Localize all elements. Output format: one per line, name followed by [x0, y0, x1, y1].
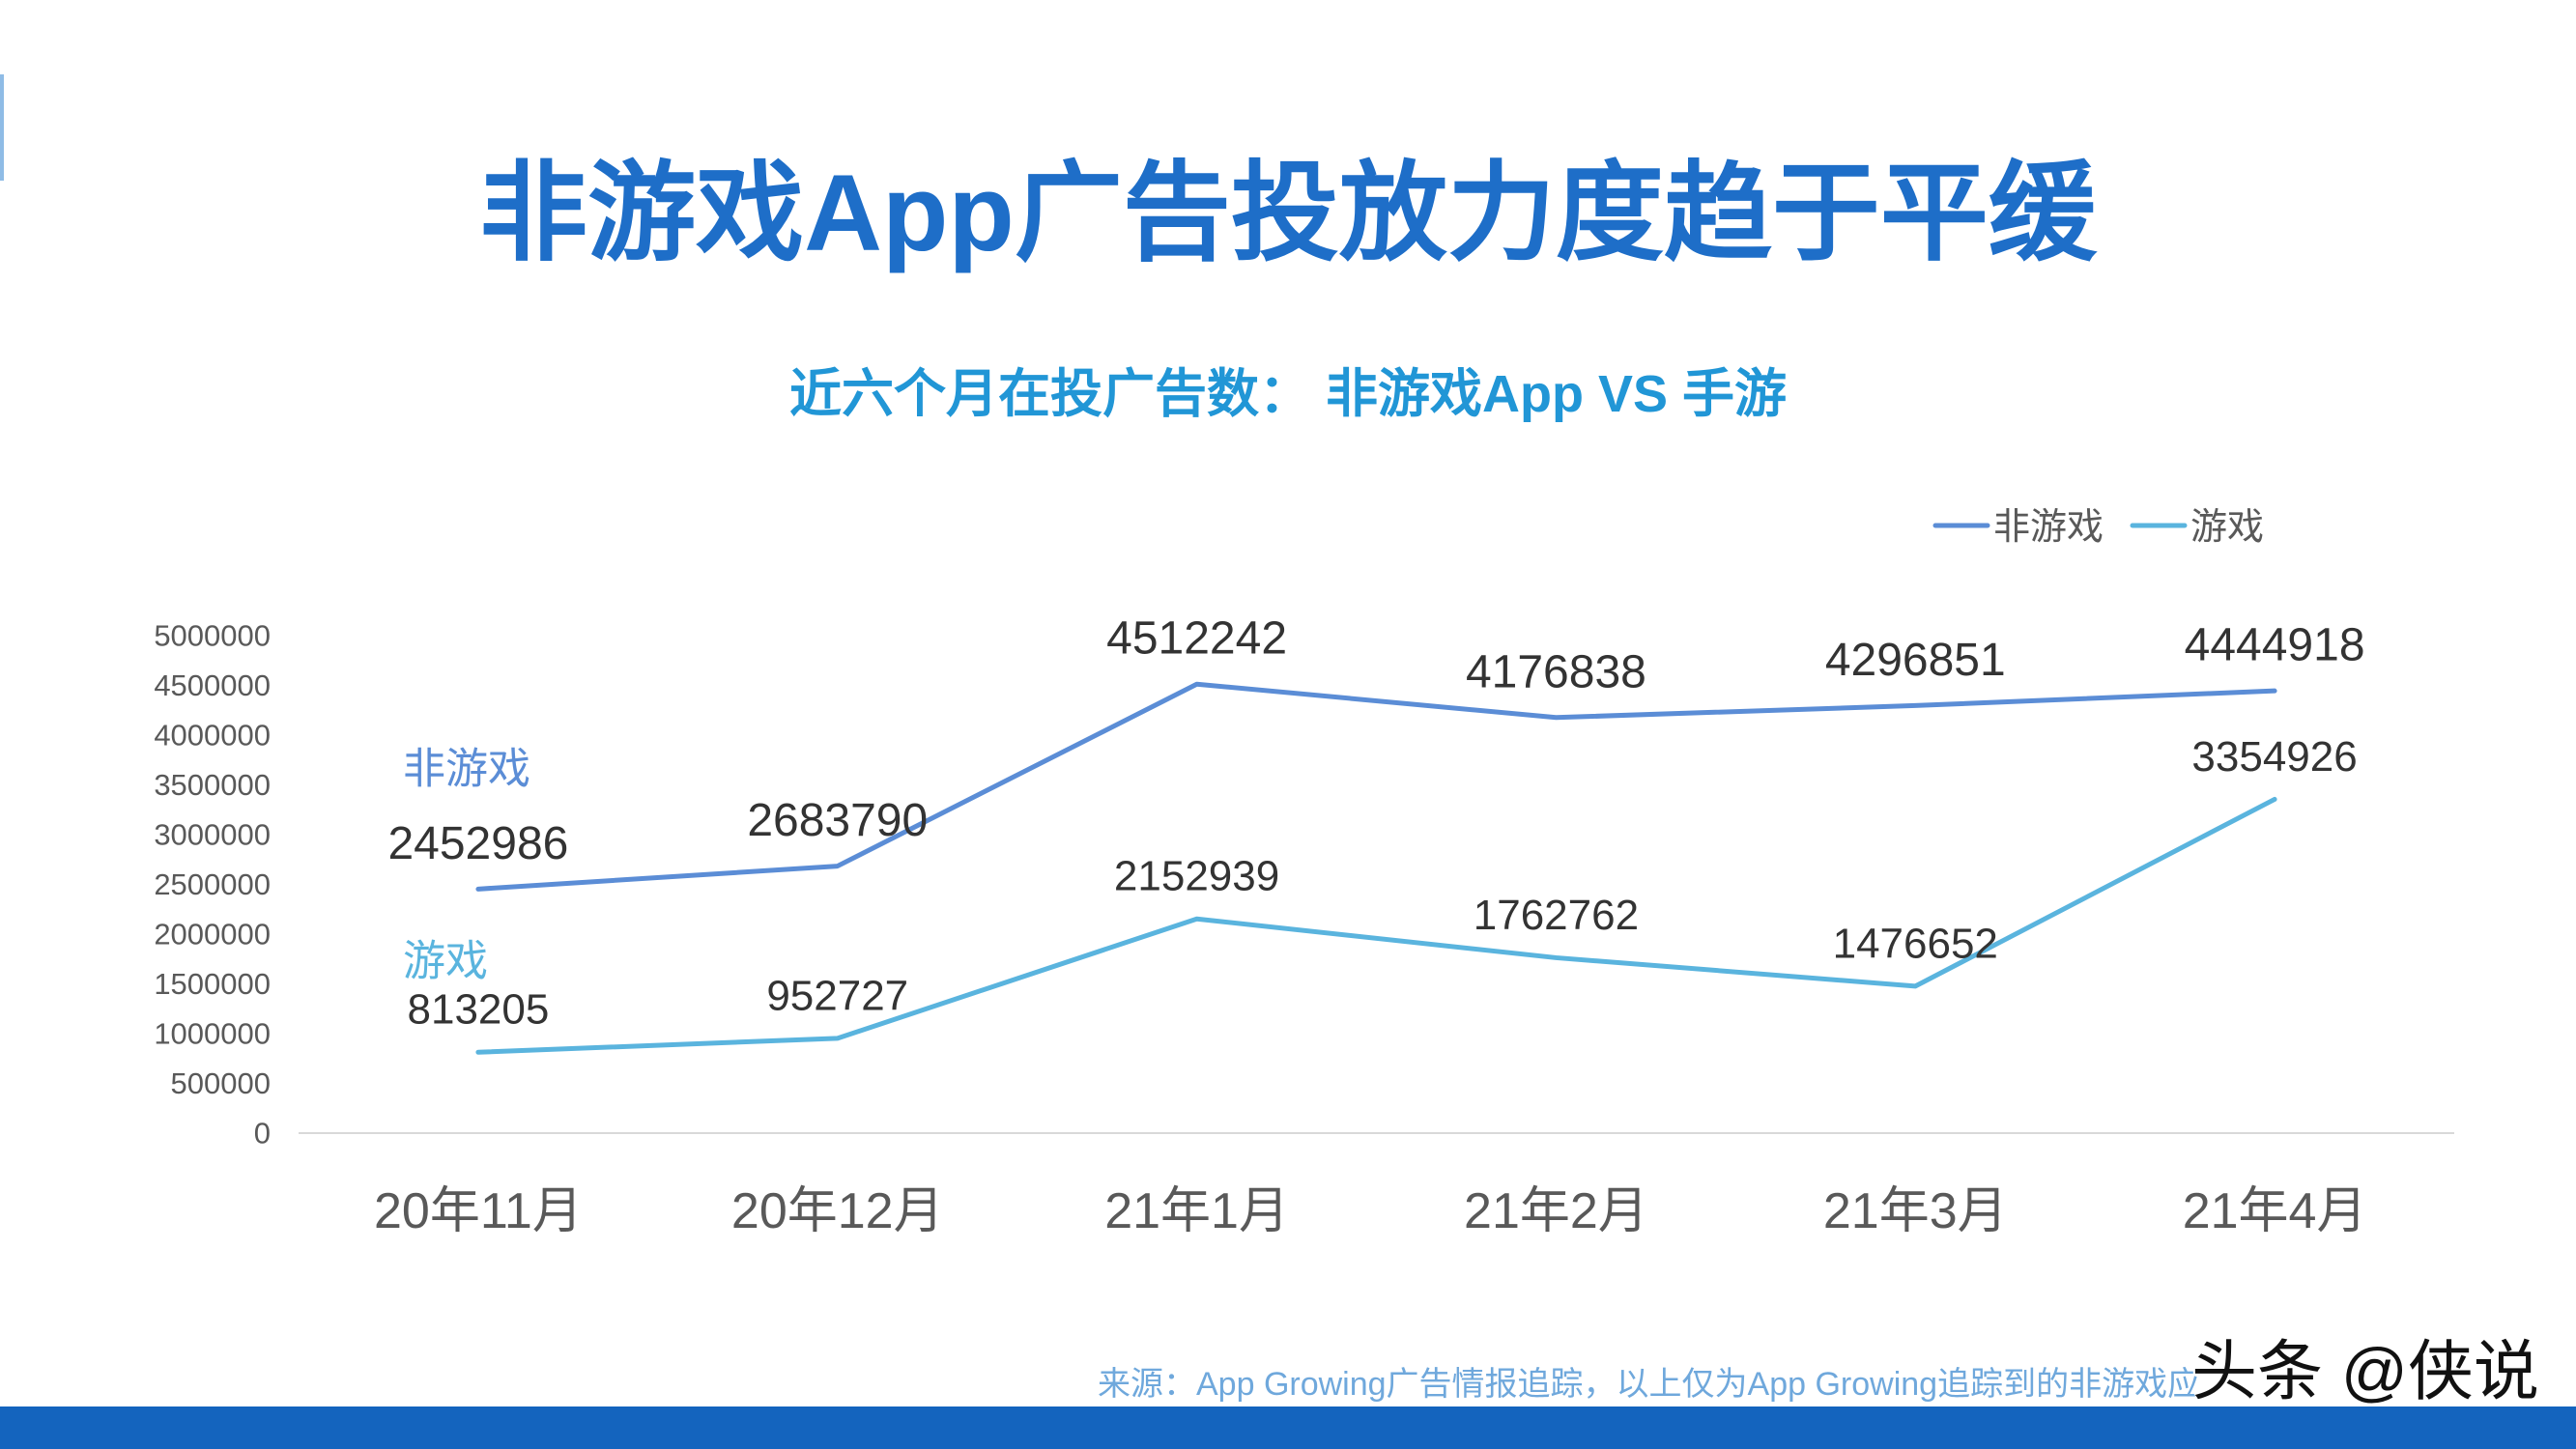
footer-bar: [0, 1406, 2576, 1449]
y-tick-label: 3000000: [154, 818, 271, 852]
data-label: 1476652: [1833, 920, 1998, 967]
x-tick-label: 21年3月: [1823, 1183, 2008, 1239]
x-axis-ticks: 20年11月 20年12月 21年1月 21年2月 21年3月 21年4月: [374, 1183, 2366, 1239]
y-tick-label: 5000000: [154, 619, 271, 653]
source-note: 来源：App Growing广告情报追踪，以上仅为App Growing追踪到的…: [1098, 1366, 2201, 1403]
legend-item: 非游戏: [1932, 507, 2104, 548]
series-1: 2452986 2683790 4512242 4176838 4296851 44449…: [387, 613, 2365, 892]
data-label: 4512242: [1106, 613, 1287, 665]
chart-title: 近六个月在投广告数： 非游戏App VS 手游: [788, 365, 1787, 423]
y-tick-label: 2000000: [154, 918, 271, 952]
y-tick-label: 0: [254, 1117, 271, 1151]
x-tick-label: 21年2月: [1464, 1183, 1648, 1239]
series-name-label: 游戏: [403, 938, 488, 985]
data-label: 4444918: [2185, 620, 2365, 671]
y-axis-ticks: 0 500000 1000000 1500000 2000000 2500000 30000…: [154, 619, 271, 1151]
x-tick-label: 20年12月: [731, 1183, 944, 1239]
y-tick-label: 500000: [171, 1066, 271, 1100]
legend-item: 游戏: [2130, 507, 2264, 548]
legend-label: 游戏: [2190, 507, 2264, 548]
series-line: [475, 796, 2277, 1055]
left-accent-bar: [0, 74, 4, 181]
x-tick-label: 21年4月: [2183, 1183, 2367, 1239]
series-2: 813205 952727 2152939 1762762 1476652 3354926…: [403, 733, 2358, 1055]
y-tick-label: 1000000: [154, 1017, 271, 1051]
data-label: 952727: [766, 972, 908, 1019]
y-tick-label: 3500000: [154, 768, 271, 802]
data-label: 4296851: [1825, 635, 2006, 686]
watermark: 头条 @侠说: [2191, 1335, 2539, 1408]
x-tick-label: 21年1月: [1104, 1183, 1289, 1239]
legend: 非游戏 游戏: [1932, 507, 2264, 548]
legend-label: 非游戏: [1993, 507, 2104, 548]
slide-title: 非游戏App广告投放力度趋于平缓: [479, 153, 2097, 273]
data-label: 1762762: [1474, 892, 1639, 939]
data-label: 813205: [408, 986, 550, 1034]
y-tick-label: 2500000: [154, 867, 271, 901]
data-label: 3354926: [2191, 733, 2357, 781]
data-label: 2152939: [1114, 853, 1279, 900]
data-label: 4176838: [1466, 646, 1646, 697]
series-line: [475, 681, 2277, 892]
x-tick-label: 20年11月: [374, 1183, 583, 1239]
data-label: 2683790: [747, 795, 928, 846]
series-name-label: 非游戏: [403, 746, 530, 793]
y-tick-label: 4500000: [154, 668, 271, 702]
data-label: 2452986: [387, 818, 568, 869]
y-tick-label: 4000000: [154, 719, 271, 753]
y-tick-label: 1500000: [154, 967, 271, 1001]
